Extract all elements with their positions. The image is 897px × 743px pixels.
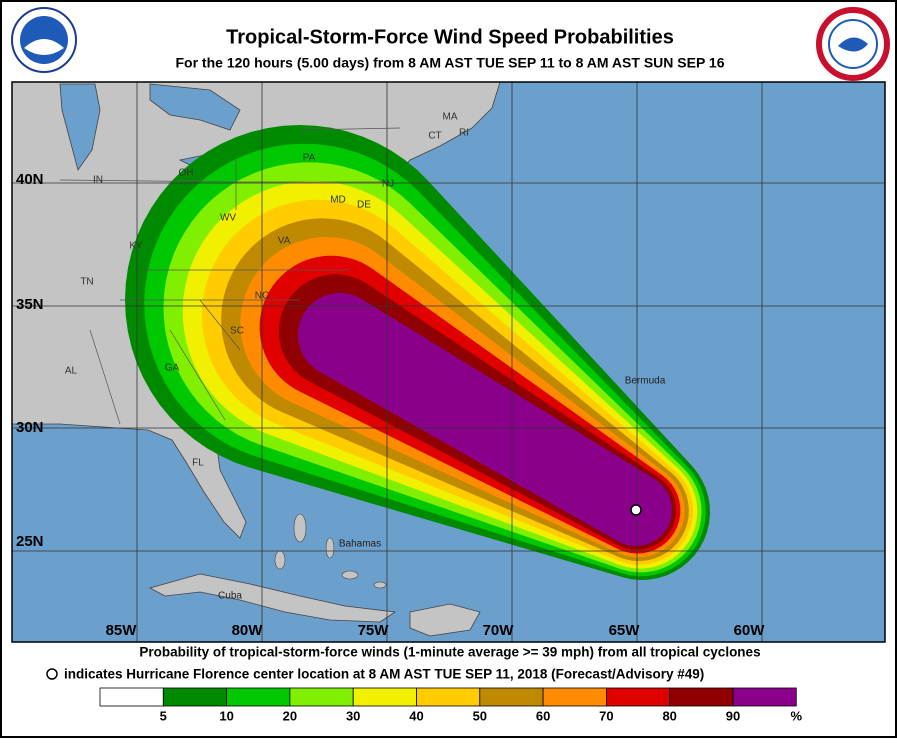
subtitle: For the 120 hours (5.00 days) from 8 AM … (175, 55, 724, 71)
legend-swatch (732, 687, 797, 707)
state-label: MD (330, 195, 346, 206)
place-label: Cuba (218, 591, 242, 602)
legend-label: 5 (160, 708, 167, 723)
legend-swatch (542, 687, 607, 707)
legend-swatch (352, 687, 417, 707)
longitude-label: 80W (232, 622, 264, 639)
state-label: IN (93, 175, 103, 186)
state-label: SC (230, 326, 244, 337)
legend: 5 10 20 30 40 50 60 70 80 90% (99, 687, 803, 723)
caption: Probability of tropical-storm-force wind… (139, 645, 760, 660)
longitude-label: 60W (734, 622, 766, 639)
legend-label: % (791, 708, 803, 723)
state-label: CT (428, 131, 441, 142)
probability-band (298, 293, 672, 546)
graticule (12, 82, 885, 642)
legend-label: 70 (599, 708, 613, 723)
legend-swatch (162, 687, 228, 707)
cuba (148, 573, 397, 623)
legend-swatch (416, 687, 481, 707)
center-note: indicates Hurricane Florence center loca… (64, 667, 704, 682)
legend-label: 10 (219, 708, 233, 723)
state-label: OH (179, 168, 194, 179)
longitude-label: 75W (358, 622, 390, 639)
legend-swatch (479, 687, 544, 707)
state-label: NJ (382, 179, 394, 190)
state-label: TN (80, 277, 93, 288)
probability-swaths (125, 125, 710, 580)
legend-swatch (606, 687, 671, 707)
state-label: KY (129, 241, 143, 252)
legend-swatch (226, 687, 291, 707)
state-label: DE (357, 200, 371, 211)
legend-swatch (289, 687, 354, 707)
storm-center (630, 504, 642, 516)
legend-label: 20 (283, 708, 297, 723)
state-label: NC (255, 291, 269, 302)
longitude-label: 65W (609, 622, 641, 639)
state-label: WV (220, 213, 236, 224)
state-label: FL (192, 458, 204, 469)
place-label: Bahamas (339, 539, 381, 550)
state-label: PA (303, 153, 316, 164)
noaa-logo (11, 7, 77, 73)
longitude-label: 85W (106, 622, 138, 639)
state-label: VA (278, 236, 291, 247)
longitude-label: 70W (483, 622, 515, 639)
bahamas (274, 513, 387, 589)
legend-label: 50 (473, 708, 487, 723)
place-label: Bermuda (625, 376, 666, 387)
legend-swatch (99, 687, 164, 707)
state-borders (59, 127, 401, 425)
latitude-label: 25N (16, 533, 44, 550)
latitude-label: 35N (16, 296, 44, 313)
latitude-label: 40N (16, 171, 44, 188)
nws-logo (816, 7, 890, 81)
legend-label: 30 (346, 708, 360, 723)
title: Tropical-Storm-Force Wind Speed Probabil… (226, 26, 674, 48)
legend-swatch (669, 687, 734, 707)
center-symbol (46, 668, 58, 680)
map-border (11, 81, 886, 643)
legend-label: 40 (409, 708, 423, 723)
legend-label: 90 (726, 708, 740, 723)
state-label: RI (459, 128, 469, 139)
legend-label: 60 (536, 708, 550, 723)
state-label: AL (65, 366, 78, 377)
map-area (12, 82, 885, 642)
latitude-label: 30N (16, 419, 44, 436)
state-label: MA (443, 112, 458, 123)
legend-label: 80 (662, 708, 676, 723)
state-label: GA (165, 363, 180, 374)
hispaniola (409, 603, 481, 637)
